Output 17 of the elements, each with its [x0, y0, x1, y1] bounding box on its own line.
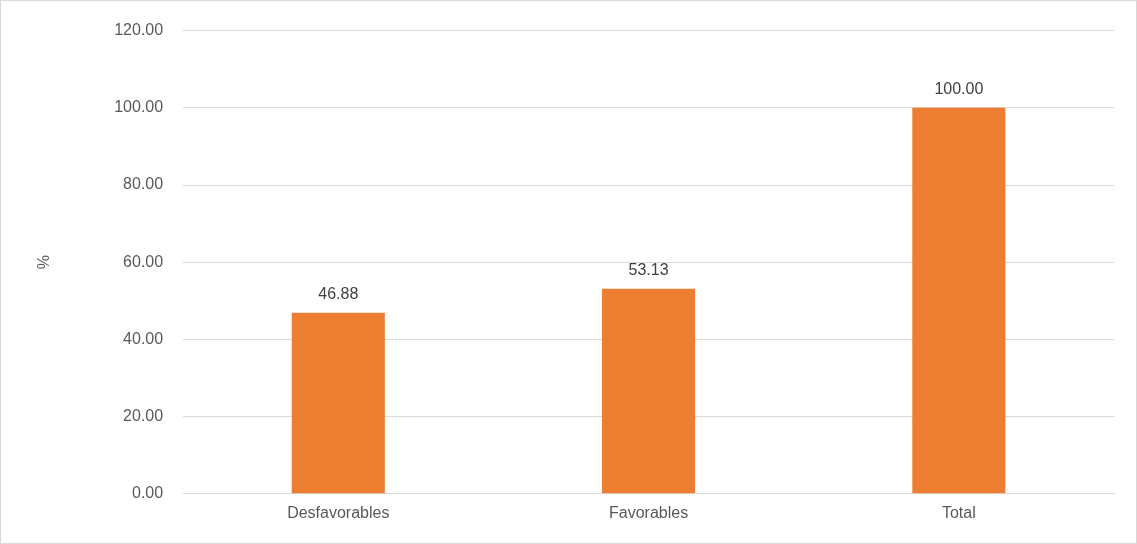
bar — [291, 312, 385, 494]
y-tick-label: 0.00 — [132, 484, 164, 502]
data-label: 53.13 — [628, 261, 669, 279]
y-tick-label: 120.00 — [114, 21, 164, 39]
y-tick-label: 40.00 — [123, 329, 164, 347]
y-tick-label: 100.00 — [114, 98, 164, 116]
x-tick-label: Favorables — [608, 503, 689, 521]
data-label: 46.88 — [318, 285, 359, 303]
data-label: 100.00 — [934, 80, 984, 98]
y-tick-label: 80.00 — [123, 175, 164, 193]
x-tick-label: Desfavorables — [287, 503, 390, 521]
y-axis-title: % — [35, 255, 53, 270]
x-tick-label: Total — [941, 503, 976, 521]
y-tick-label: 20.00 — [123, 407, 164, 425]
y-tick-label: 60.00 — [123, 252, 164, 270]
bar — [912, 107, 1006, 494]
bar — [602, 288, 696, 494]
